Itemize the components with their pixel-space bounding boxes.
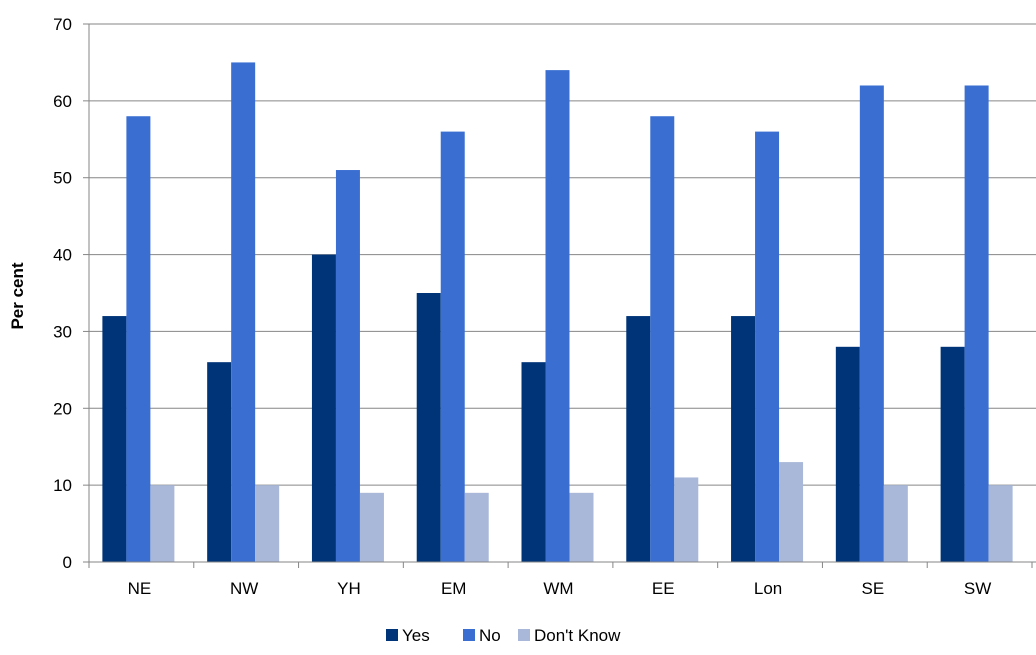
x-tick-label: EM bbox=[441, 579, 467, 598]
bar-no-wm bbox=[545, 70, 570, 562]
legend-label: Yes bbox=[402, 626, 430, 645]
y-tick-label: 60 bbox=[53, 92, 72, 111]
bar-don-t-know-ee bbox=[674, 477, 699, 562]
x-tick-label: YH bbox=[337, 579, 361, 598]
bar-no-ne bbox=[126, 116, 151, 562]
x-tick-label: SE bbox=[861, 579, 884, 598]
bar-don-t-know-nw bbox=[255, 485, 280, 562]
bar-don-t-know-yh bbox=[359, 492, 384, 562]
bar-yes-wm bbox=[521, 362, 546, 562]
bar-yes-se bbox=[835, 346, 860, 562]
y-tick-label: 0 bbox=[63, 553, 72, 572]
bar-no-lon bbox=[755, 131, 780, 562]
x-tick-label: NE bbox=[128, 579, 152, 598]
bar-yes-yh bbox=[311, 254, 336, 563]
bar-don-t-know-em bbox=[464, 492, 489, 562]
bar-no-se bbox=[859, 85, 884, 562]
legend-swatch bbox=[463, 629, 475, 641]
bar-yes-lon bbox=[731, 316, 756, 562]
legend: Yes No Don't Know bbox=[386, 626, 621, 645]
x-tick-label: Lon bbox=[754, 579, 782, 598]
axes: 0 10 20 30 40 50 60 70 NE NW YH EM WM EE Lon SE SW bbox=[53, 15, 1036, 598]
bar-yes-ne bbox=[102, 316, 127, 562]
y-tick-label: 40 bbox=[53, 246, 72, 265]
bar-don-t-know-sw bbox=[988, 485, 1013, 562]
bars bbox=[102, 62, 1013, 563]
x-tick-label: EE bbox=[652, 579, 675, 598]
x-tick-label: WM bbox=[543, 579, 573, 598]
bar-no-yh bbox=[335, 170, 360, 562]
bar-don-t-know-se bbox=[883, 485, 908, 562]
bar-yes-ee bbox=[626, 316, 651, 562]
bar-don-t-know-wm bbox=[569, 492, 594, 562]
y-axis-title: Per cent bbox=[8, 262, 27, 329]
x-tick-label: NW bbox=[230, 579, 258, 598]
y-tick-label: 10 bbox=[53, 476, 72, 495]
bar-no-em bbox=[440, 131, 465, 562]
y-tick-label: 20 bbox=[53, 399, 72, 418]
bar-yes-sw bbox=[940, 346, 965, 562]
bar-yes-nw bbox=[207, 362, 232, 562]
legend-label: No bbox=[479, 626, 501, 645]
y-tick-label: 70 bbox=[53, 15, 72, 34]
legend-swatch bbox=[518, 629, 530, 641]
bar-no-sw bbox=[964, 85, 989, 562]
bar-no-nw bbox=[231, 62, 256, 563]
y-tick-label: 30 bbox=[53, 322, 72, 341]
x-tick-label: SW bbox=[964, 579, 991, 598]
bar-don-t-know-lon bbox=[779, 462, 804, 562]
legend-swatch bbox=[386, 629, 398, 641]
bar-no-ee bbox=[650, 116, 675, 562]
y-tick-label: 50 bbox=[53, 169, 72, 188]
bar-yes-em bbox=[416, 293, 441, 562]
bar-don-t-know-ne bbox=[150, 485, 175, 562]
legend-label: Don't Know bbox=[534, 626, 621, 645]
